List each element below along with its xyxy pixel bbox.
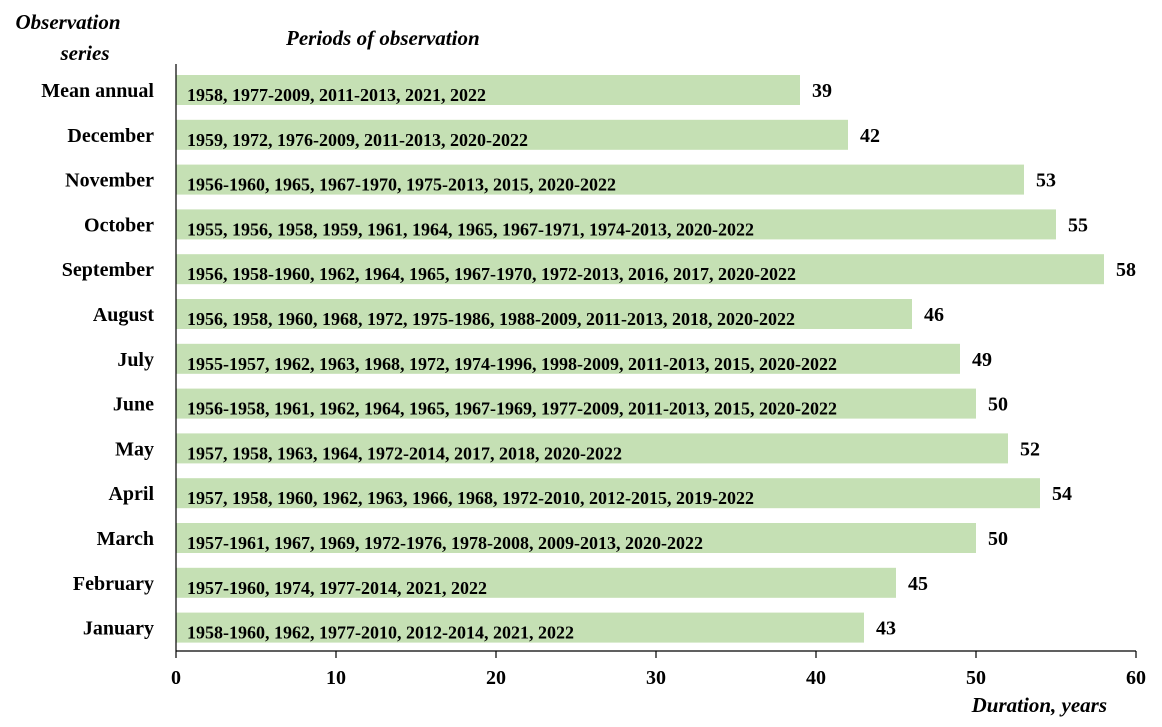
period-label-september: 1956, 1958-1960, 1962, 1964, 1965, 1967-… <box>187 264 796 284</box>
value-label-june: 50 <box>988 394 1008 416</box>
bar-may <box>176 433 1008 464</box>
value-label-november: 53 <box>1036 170 1056 192</box>
bar-mean-annual <box>176 75 800 105</box>
x-axis-label: Duration, years <box>971 693 1107 717</box>
bar-april <box>176 478 1040 509</box>
x-tick-label: 30 <box>646 667 666 689</box>
bars-layer: Mean annual 1958, 1977-2009, 2011-2013, 2… <box>41 75 1136 643</box>
series-header-line2: series <box>60 41 110 65</box>
bar-february <box>176 567 896 598</box>
x-tick-label: 40 <box>806 667 826 689</box>
period-label-january: 1958-1960, 1962, 1977-2010, 2012-2014, 2… <box>187 623 574 643</box>
bar-november <box>176 164 1024 195</box>
value-label-august: 46 <box>924 304 944 326</box>
category-label-september: September <box>62 259 154 281</box>
category-label-june: June <box>113 394 154 416</box>
period-label-april: 1957, 1958, 1960, 1962, 1963, 1966, 1968… <box>187 488 754 508</box>
category-label-april: April <box>108 483 154 505</box>
period-label-november: 1956-1960, 1965, 1967-1970, 1975-2013, 2… <box>187 175 616 195</box>
category-label-may: May <box>115 438 154 460</box>
period-label-march: 1957-1961, 1967, 1969, 1972-1976, 1978-2… <box>187 533 703 553</box>
value-label-february: 45 <box>908 573 928 595</box>
value-label-october: 55 <box>1068 214 1088 236</box>
value-label-january: 43 <box>876 618 896 640</box>
bar-october <box>176 209 1056 240</box>
value-label-april: 54 <box>1052 483 1072 505</box>
x-tick-label: 20 <box>486 667 506 689</box>
category-label-february: February <box>73 573 154 595</box>
bar-september <box>176 254 1104 285</box>
bar-july <box>176 343 960 374</box>
periods-header: Periods of observation <box>285 26 480 50</box>
bar-august <box>176 299 912 329</box>
category-label-august: August <box>93 304 154 326</box>
x-tick-label: 50 <box>966 667 986 689</box>
category-label-november: November <box>65 170 154 192</box>
period-label-mean-annual: 1958, 1977-2009, 2011-2013, 2021, 2022 <box>187 85 486 105</box>
bar-january <box>176 612 864 643</box>
bar-december <box>176 119 848 150</box>
category-label-january: January <box>83 618 154 640</box>
period-label-december: 1959, 1972, 1976-2009, 2011-2013, 2020-2… <box>187 130 528 150</box>
x-tick-label: 0 <box>171 667 181 689</box>
period-label-august: 1956, 1958, 1960, 1968, 1972, 1975-1986,… <box>187 309 795 329</box>
category-label-december: December <box>67 125 154 147</box>
value-label-july: 49 <box>972 349 992 371</box>
value-label-march: 50 <box>988 528 1008 550</box>
category-label-july: July <box>117 349 154 371</box>
x-tick-label: 60 <box>1126 667 1146 689</box>
period-label-june: 1956-1958, 1961, 1962, 1964, 1965, 1967-… <box>187 399 837 419</box>
period-label-july: 1955-1957, 1962, 1963, 1968, 1972, 1974-… <box>187 354 837 374</box>
category-label-october: October <box>84 214 154 236</box>
category-label-mean-annual: Mean annual <box>41 80 154 102</box>
bar-june <box>176 388 976 419</box>
bar-march <box>176 523 976 553</box>
value-label-december: 42 <box>860 125 880 147</box>
period-label-may: 1957, 1958, 1963, 1964, 1972-2014, 2017,… <box>187 443 622 463</box>
value-label-mean-annual: 39 <box>812 80 832 102</box>
value-label-may: 52 <box>1020 438 1040 460</box>
category-label-march: March <box>97 528 154 550</box>
x-tick-label: 10 <box>326 667 346 689</box>
period-label-february: 1957-1960, 1974, 1977-2014, 2021, 2022 <box>187 578 487 598</box>
value-label-september: 58 <box>1116 259 1136 281</box>
series-header-line1: Observation <box>16 10 121 34</box>
x-axis: 0 10 20 30 40 50 60 <box>171 64 1146 689</box>
period-label-october: 1955, 1956, 1958, 1959, 1961, 1964, 1965… <box>187 219 754 239</box>
